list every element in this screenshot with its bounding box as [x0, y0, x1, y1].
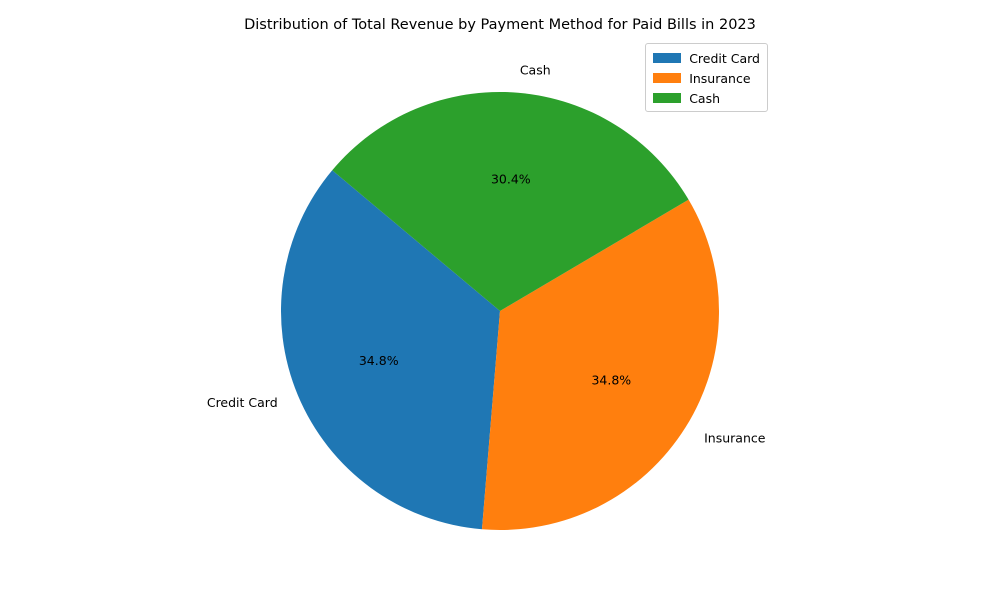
legend-swatch-cash: [653, 93, 682, 103]
legend-label-credit-card: Credit Card: [689, 50, 760, 66]
slice-label-credit-card: Credit Card: [207, 395, 278, 410]
pie-labels: Credit Card 34.8% Insurance 34.8% Cash 30.4%: [207, 62, 766, 445]
legend-entry-credit-card: Credit Card: [653, 48, 760, 68]
legend-entry-cash: Cash: [653, 88, 760, 108]
pie-slices: [280, 92, 719, 531]
slice-label-cash: Cash: [520, 62, 551, 77]
legend-swatch-insurance: [653, 73, 682, 83]
pie-slice-cash: [332, 92, 689, 311]
chart-title: Distribution of Total Revenue by Payment…: [244, 17, 756, 33]
pct-label-cash: 30.4%: [491, 172, 531, 187]
pct-label-credit-card: 34.8%: [359, 353, 399, 368]
legend-entry-insurance: Insurance: [653, 68, 760, 88]
legend-swatch-credit-card: [653, 53, 682, 63]
legend-label-cash: Cash: [689, 90, 721, 106]
slice-label-insurance: Insurance: [704, 430, 766, 445]
pie-slice-credit-card: [280, 170, 500, 530]
legend: Credit Card Insurance Cash: [645, 43, 768, 112]
pct-label-insurance: 34.8%: [591, 372, 631, 387]
pie-slice-insurance: [481, 199, 719, 531]
legend-label-insurance: Insurance: [689, 70, 751, 86]
